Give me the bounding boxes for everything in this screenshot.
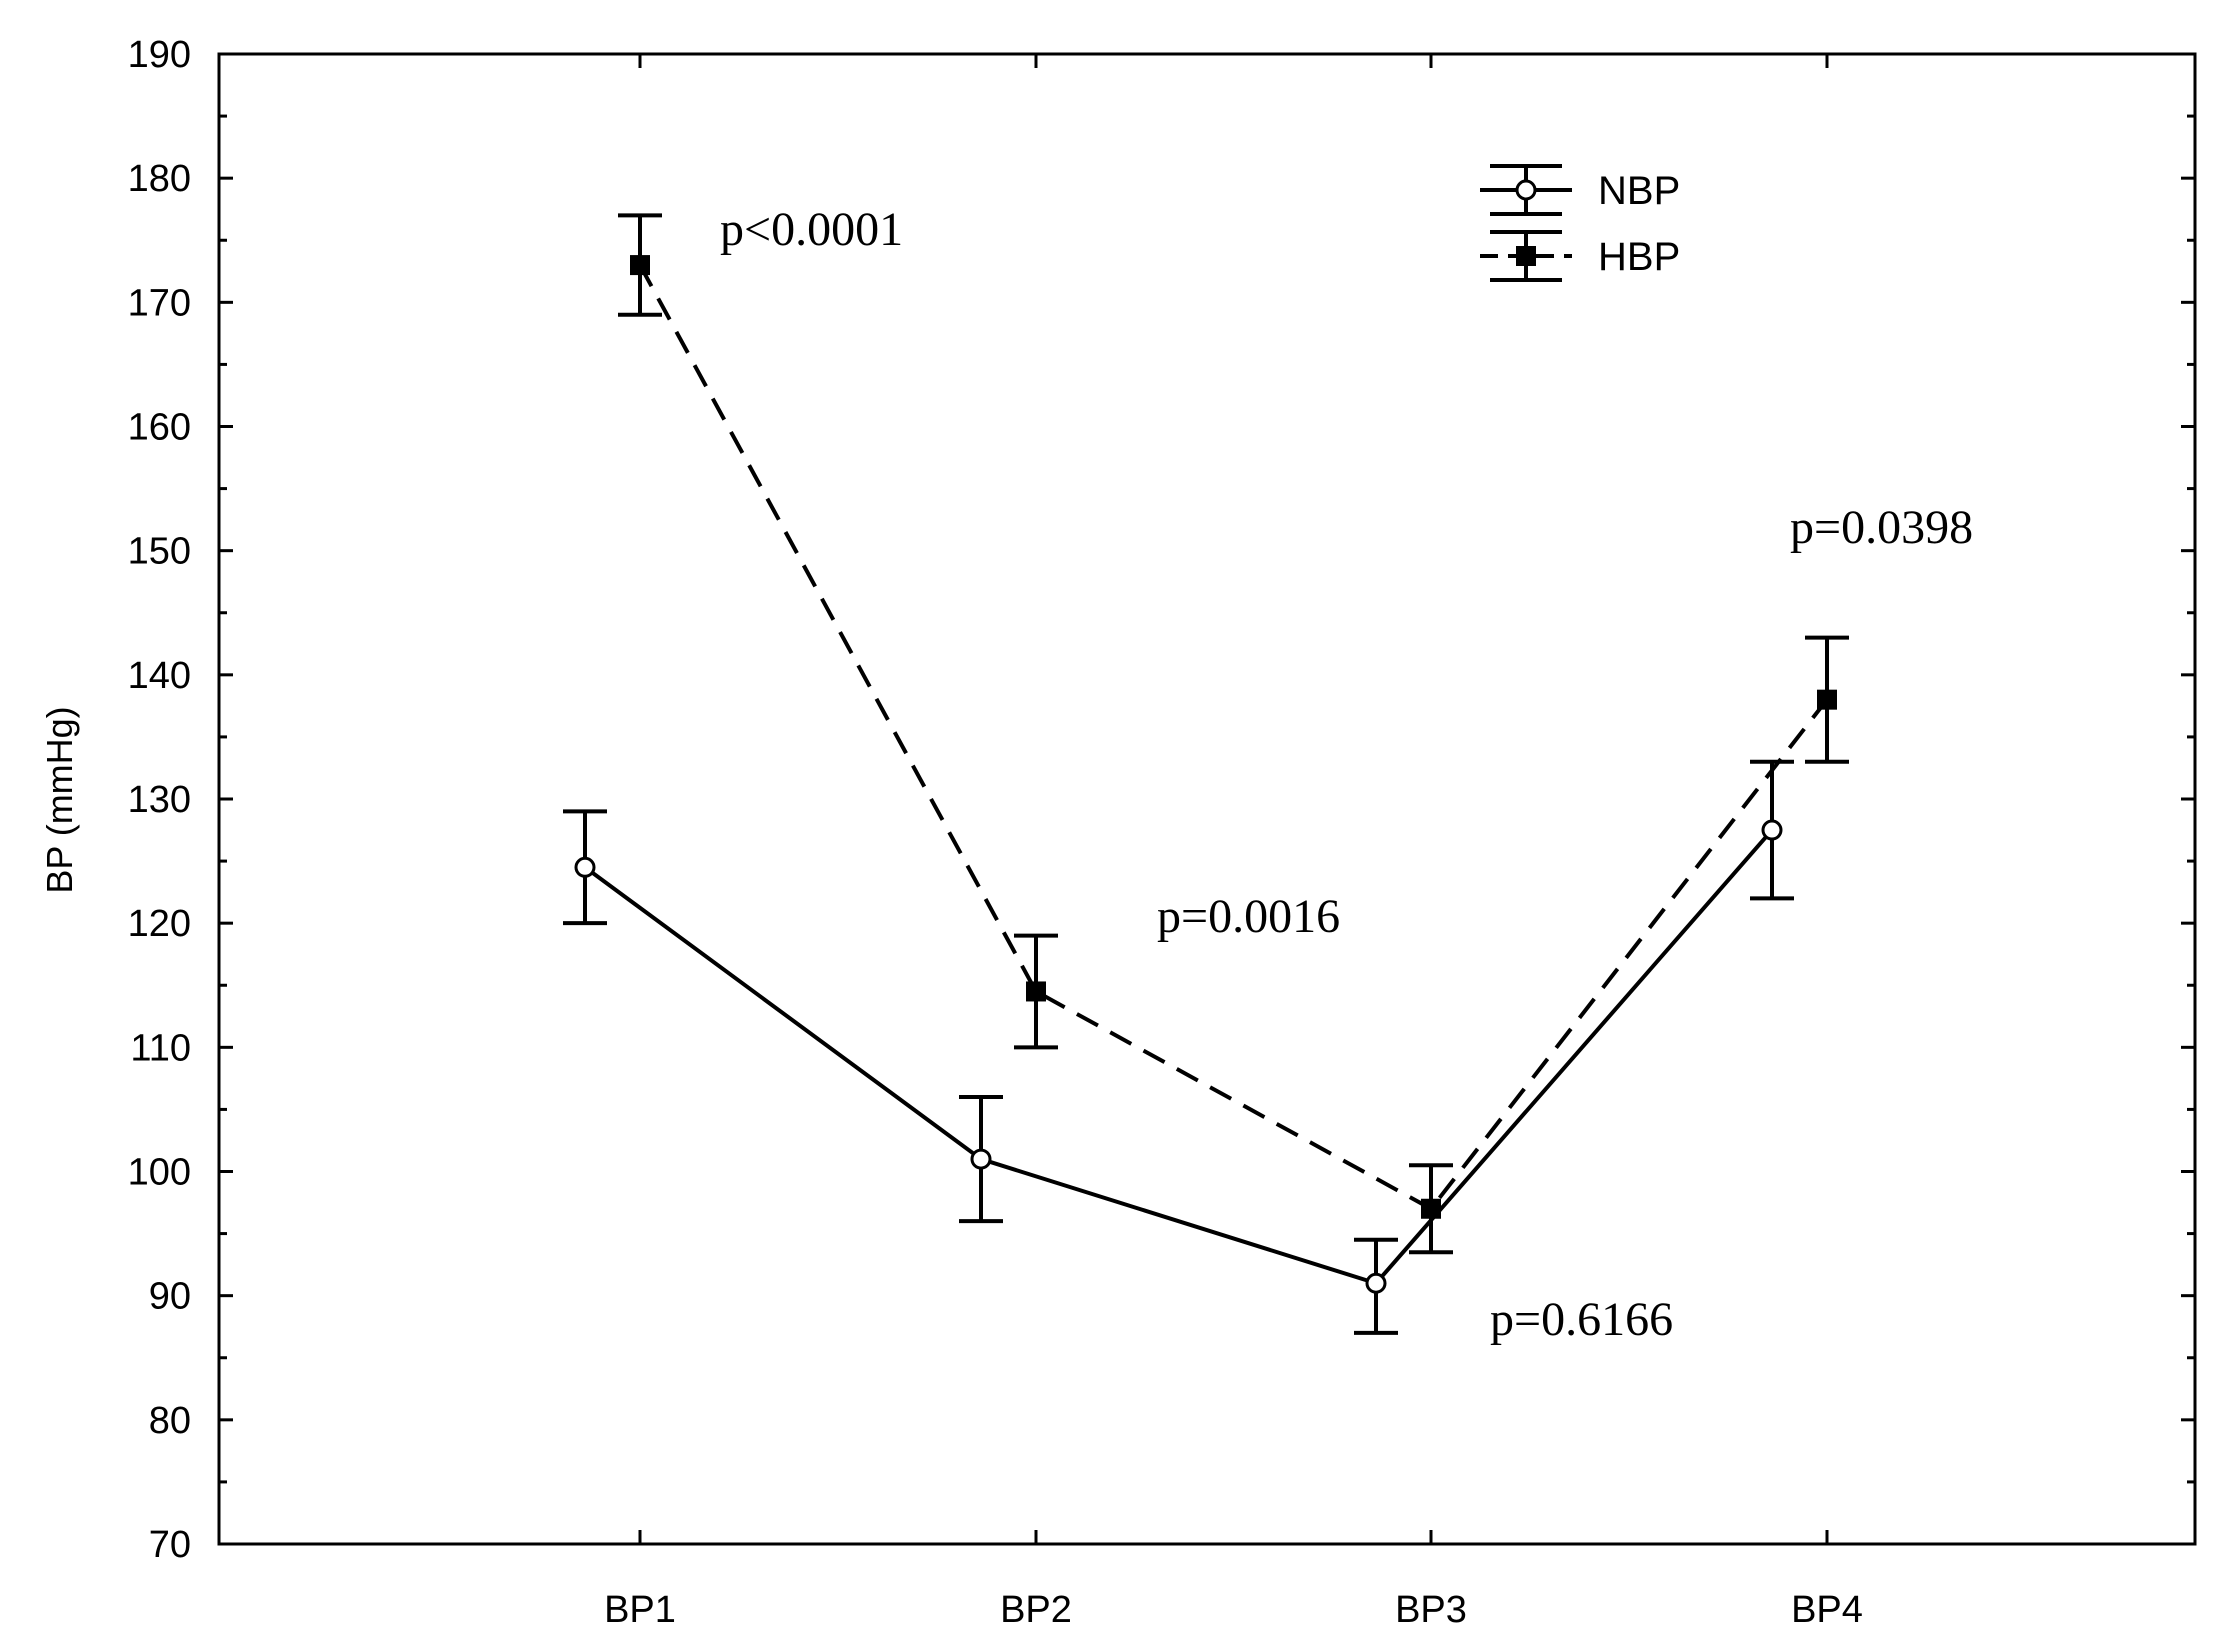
legend-label: NBP xyxy=(1598,169,1680,213)
series-hbp xyxy=(618,213,1849,1255)
y-tick-label: 70 xyxy=(149,1524,191,1566)
y-axis-ticks: 70 80 90 100 110 120 130 140 150 160 170 180 190 xyxy=(128,34,2195,1566)
series-line-hbp xyxy=(638,264,1829,1212)
data-point xyxy=(1421,1198,1441,1219)
y-tick-label: 90 xyxy=(149,1276,191,1318)
series-layer xyxy=(563,213,1849,1335)
series-nbp xyxy=(563,759,1794,1335)
series-line-nbp xyxy=(583,828,1774,1286)
y-tick-label: 100 xyxy=(128,1152,191,1194)
legend: NBP HBP xyxy=(1480,164,1680,282)
y-tick-label: 80 xyxy=(149,1400,191,1442)
legend-entry-nbp: NBP xyxy=(1480,164,1680,216)
legend-marker xyxy=(1515,179,1537,201)
p-value-annotation: p=0.0016 xyxy=(1157,890,1340,943)
x-tick-label: BP2 xyxy=(1000,1589,1072,1631)
y-tick-label: 170 xyxy=(128,282,191,324)
x-tick-label: BP1 xyxy=(604,1589,676,1631)
p-value-annotation: p=0.0398 xyxy=(1790,501,1973,554)
y-tick-label: 150 xyxy=(128,531,191,573)
data-point xyxy=(630,255,650,276)
data-point xyxy=(1026,981,1046,1002)
data-point xyxy=(970,1148,992,1170)
data-point xyxy=(1817,689,1837,710)
plot-frame xyxy=(217,52,2197,1546)
y-tick-label: 130 xyxy=(128,779,191,821)
y-tick-label: 120 xyxy=(128,903,191,945)
y-tick-label: 190 xyxy=(128,34,191,76)
x-tick-label: BP4 xyxy=(1791,1589,1863,1631)
y-tick-label: 140 xyxy=(128,655,191,697)
p-value-annotation: p<0.0001 xyxy=(720,203,903,256)
data-point xyxy=(574,856,596,878)
y-axis-title: BP (mmHg) xyxy=(39,706,80,893)
y-tick-label: 110 xyxy=(130,1027,191,1069)
data-point xyxy=(1761,819,1783,841)
legend-entry-hbp: HBP xyxy=(1480,230,1680,282)
p-value-annotation: p=0.6166 xyxy=(1490,1293,1673,1346)
x-tick-label: BP3 xyxy=(1395,1589,1467,1631)
legend-marker xyxy=(1516,246,1536,266)
data-point xyxy=(1365,1272,1387,1294)
annotations: p<0.0001 p=0.0016 p=0.6166 p=0.0398 xyxy=(720,203,1973,1346)
legend-label: HBP xyxy=(1598,235,1680,279)
y-tick-label: 180 xyxy=(128,158,191,200)
x-axis-ticks: BP1 BP2 BP3 BP4 xyxy=(604,54,1863,1631)
y-tick-label: 160 xyxy=(128,407,191,449)
axes xyxy=(217,52,2197,1546)
